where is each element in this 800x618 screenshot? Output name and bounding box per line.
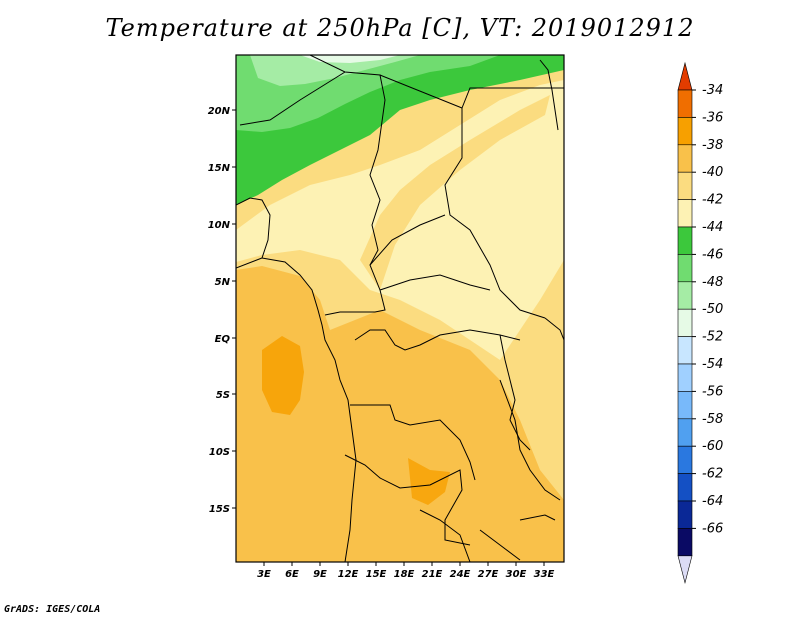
border-zimbabwe [479,529,521,561]
lon-label: 15E [366,569,387,580]
legend-arrow-bottom [677,555,693,584]
legend-label: -38 [702,138,723,153]
legend-swatch [677,281,693,310]
legend-swatch [677,144,693,173]
border-angola-zambia [344,454,471,546]
field-warm-streak [360,95,550,290]
border-drc-north [354,329,521,351]
legend-label: -64 [702,494,723,509]
lat-label: 20N [208,106,231,117]
border-car-north [369,214,446,266]
border-drc-angola [350,404,476,481]
border-uganda [544,317,564,341]
border-sudan-chad [379,74,546,319]
legend-swatch [677,308,693,337]
lat-label: 15S [209,504,230,515]
legend-swatch [677,89,693,118]
lon-label: 12E [338,569,359,580]
lon-axis: 3E 6E 9E 12E 15E 18E 21E 24E 27E 30E 33E [257,562,555,580]
legend-swatch [677,445,693,474]
coast-west [261,257,357,562]
legend-label: -66 [702,521,723,536]
lon-label: 18E [394,569,415,580]
legend-label: -46 [702,247,723,262]
border-car-south [379,274,491,291]
legend-swatch [677,199,693,228]
legend-swatch [677,500,693,529]
legend-label: -62 [702,467,723,482]
lat-axis: 20N 15N 10N 5N EQ 5S 10S 15S [208,106,236,515]
lon-label: 9E [313,569,327,580]
temperature-field [236,55,564,562]
color-legend: -34 -36 -38 -40 -42 -44 -46 -48 -50 -52 -54 -56 -58 -… [677,61,723,584]
credit-text: GrADS: IGES/COLA [4,604,101,615]
lat-label: 10S [209,447,230,458]
legend-swatch [677,171,693,200]
border-east [499,379,561,501]
legend-label: -54 [702,357,723,372]
lake-borders [499,334,531,451]
border-namibia [419,509,471,562]
lat-label: 10N [208,220,231,231]
lon-label: 33E [534,569,555,580]
field-lighter-green [250,55,420,86]
legend-label: -60 [702,439,723,454]
legend-label: -36 [702,110,723,125]
legend-swatch [677,226,693,255]
map-frame [235,54,565,563]
borders [236,55,564,562]
legend-swatch [677,117,693,146]
coast-red-sea [539,59,559,131]
border-south-east [519,514,556,521]
lat-label: EQ [215,334,231,345]
legend-label: -56 [702,384,723,399]
legend-label: -50 [702,302,723,317]
legend-label: -58 [702,412,723,427]
legend-label: -44 [702,220,723,235]
legend-label: -34 [702,83,723,98]
lon-label: 6E [285,569,299,580]
lat-label: 5N [215,277,231,288]
legend-arrow-top [677,61,693,91]
lon-label: 24E [450,569,471,580]
border-mali [239,71,346,126]
legend-swatch [677,254,693,283]
lon-label: 30E [506,569,527,580]
legend-swatch [677,363,693,392]
field-patch-south [408,458,450,505]
legend-label: -40 [702,165,723,180]
map-title: Temperature at 250hPa [C], VT: 201901291… [105,14,695,42]
legend-swatch [677,528,693,557]
legend-label: -48 [702,275,723,290]
lon-label: 27E [478,569,499,580]
lon-label: 3E [257,569,271,580]
field-patch-west [262,336,304,415]
legend-swatch [677,418,693,447]
legend-label: -52 [702,330,723,345]
border-libya-egypt [461,87,564,109]
lat-label: 5S [216,390,230,401]
legend-swatch [677,473,693,502]
border-niger-chad [309,55,386,316]
field-warm-south [330,310,564,562]
legend-swatch [677,336,693,365]
legend-label: -42 [702,193,723,208]
legend-swatch [677,391,693,420]
lon-label: 21E [422,569,443,580]
lat-label: 15N [208,163,231,174]
field-palest [300,55,400,63]
